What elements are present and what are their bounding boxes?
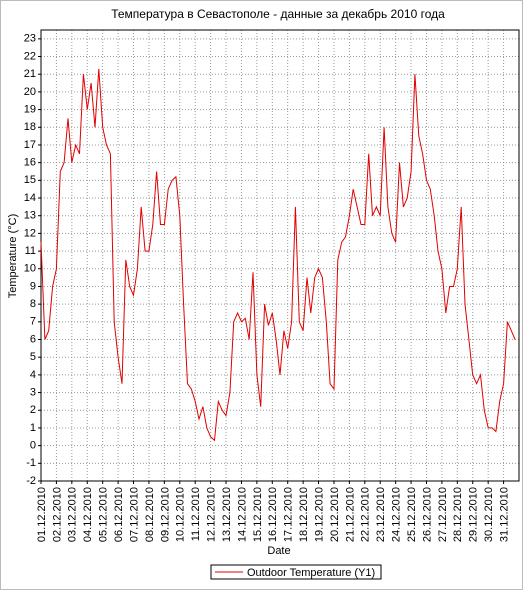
x-tick-label: 19.12.2010 [313, 487, 325, 542]
chart-title: Температура в Севастополе - данные за де… [111, 7, 445, 21]
y-tick-label: 7 [30, 316, 36, 328]
x-tick-label: 26.12.2010 [421, 487, 433, 542]
x-tick-label: 21.12.2010 [344, 487, 356, 542]
x-tick-label: 27.12.2010 [437, 487, 449, 542]
x-tick-label: 04.12.2010 [82, 487, 94, 542]
y-tick-label: 9 [30, 280, 36, 292]
y-tick-label: 15 [24, 174, 36, 186]
y-tick-label: 20 [24, 86, 36, 98]
y-tick-label: 0 [30, 440, 36, 452]
x-tick-label: 20.12.2010 [329, 487, 341, 542]
y-tick-label: 18 [24, 121, 36, 133]
x-tick-label: 28.12.2010 [452, 487, 464, 542]
x-tick-label: 10.12.2010 [175, 487, 187, 542]
legend-box [210, 564, 382, 580]
x-tick-label: 01.12.2010 [36, 487, 48, 542]
y-tick-label: 11 [25, 245, 36, 257]
y-tick-label: 17 [24, 139, 36, 151]
x-tick-label: 06.12.2010 [113, 487, 125, 542]
x-tick-label: 23.12.2010 [375, 487, 387, 542]
x-tick-label: 17.12.2010 [283, 487, 295, 542]
y-tick-label: -1 [26, 457, 36, 469]
y-tick-label: 3 [30, 386, 36, 398]
y-tick-label: 19 [24, 103, 36, 115]
x-axis-label: Date [267, 545, 290, 557]
y-tick-label: -2 [26, 475, 36, 487]
x-tick-label: 29.12.2010 [468, 487, 480, 542]
x-tick-label: 07.12.2010 [128, 487, 140, 542]
x-tick-label: 08.12.2010 [144, 487, 156, 542]
y-tick-label: 14 [24, 192, 36, 204]
y-tick-label: 12 [24, 227, 36, 239]
y-tick-label: 23 [24, 33, 36, 45]
x-tick-label: 09.12.2010 [159, 487, 171, 542]
y-tick-label: 2 [30, 404, 36, 416]
y-tick-label: 1 [30, 422, 36, 434]
x-tick-label: 22.12.2010 [360, 487, 372, 542]
y-tick-label: 5 [30, 351, 36, 363]
x-tick-label: 11.12.2010 [190, 487, 202, 541]
plot-frame [40, 29, 520, 482]
y-tick-label: 8 [30, 298, 36, 310]
x-tick-label: 25.12.2010 [406, 487, 418, 542]
x-tick-label: 24.12.2010 [391, 487, 403, 542]
x-tick-label: 13.12.2010 [221, 487, 233, 542]
y-tick-label: 6 [30, 333, 36, 345]
y-tick-label: 16 [24, 157, 36, 169]
y-tick-label: 4 [30, 369, 36, 381]
y-tick-label: 21 [24, 68, 36, 80]
x-tick-label: 30.12.2010 [483, 487, 495, 542]
x-tick-label: 12.12.2010 [206, 487, 218, 542]
x-tick-label: 02.12.2010 [51, 487, 63, 542]
x-tick-label: 16.12.2010 [267, 487, 279, 542]
x-tick-label: 14.12.2010 [236, 487, 248, 542]
x-tick-label: 15.12.2010 [252, 487, 264, 542]
x-tick-label: 31.12.2010 [498, 487, 510, 542]
x-tick-label: 03.12.2010 [67, 487, 79, 542]
y-tick-label: 13 [24, 210, 36, 222]
x-tick-label: 18.12.2010 [298, 487, 310, 542]
y-tick-label: 10 [24, 263, 36, 275]
data-line [40, 68, 516, 442]
y-tick-label: 22 [24, 50, 36, 62]
legend-label: Outdoor Temperature (Y1) [247, 567, 375, 579]
y-axis-label: Temperature (°C) [7, 214, 19, 298]
x-tick-label: 05.12.2010 [98, 487, 110, 542]
